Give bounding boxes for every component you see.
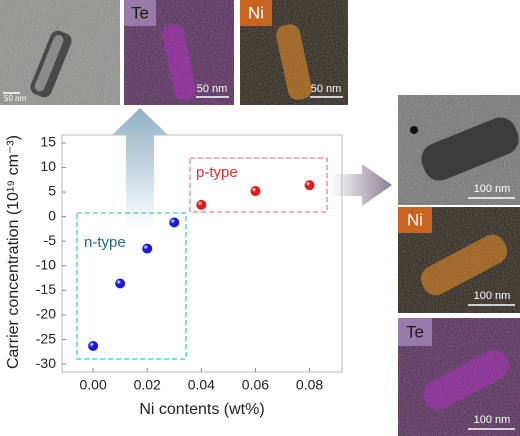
y-axis-label: Carrier concentration (10¹⁹ cm⁻³) — [5, 135, 22, 369]
scale-label: 100 nm — [474, 183, 511, 195]
x-tick-label: 0.08 — [296, 377, 323, 393]
x-tick-label: 0.06 — [242, 377, 269, 393]
tem-image: 100 nm — [398, 95, 520, 205]
x-axis-label: Ni contents (wt%) — [139, 401, 264, 418]
y-tick-label: 0 — [48, 207, 56, 223]
scale-label: 100 nm — [474, 414, 511, 426]
y-tick-label: -25 — [36, 330, 56, 346]
ni-map: Ni 50 nm — [240, 0, 348, 105]
plot: -30 -25 -20 -15 -10 -5 0 5 10 15 0.00 0.02 0.04 0.06 0… — [36, 134, 343, 393]
y-tick-label: 5 — [48, 183, 56, 199]
plot-frame — [61, 134, 343, 373]
y-tick-label: -15 — [36, 281, 56, 297]
data-point — [88, 340, 99, 351]
ni-map: Ni 100 nm — [398, 207, 520, 313]
x-tick-label: 0.02 — [134, 377, 161, 393]
te-map: Te 50 nm — [124, 0, 234, 105]
y-tick-label: 10 — [40, 158, 56, 174]
arrow — [112, 108, 168, 230]
y-tick-label: 15 — [40, 134, 56, 150]
element-label: Te — [131, 3, 149, 22]
scale-label: 50 nm — [311, 83, 342, 95]
y-tick-label: -30 — [36, 355, 56, 371]
element-label: Te — [406, 322, 424, 341]
y-tick-label: -20 — [36, 306, 56, 322]
y-tick-label: -10 — [36, 256, 56, 272]
data-point — [196, 199, 207, 210]
element-label: Ni — [248, 3, 264, 22]
p-type-box — [189, 157, 328, 213]
n-type-box — [76, 212, 187, 360]
x-tick-label: 0.00 — [79, 377, 106, 393]
arrow — [330, 164, 392, 206]
data-point — [115, 278, 126, 289]
annotation: p-type — [196, 164, 238, 181]
element-label: Ni — [407, 210, 423, 229]
scale-label: 100 nm — [474, 290, 511, 302]
tem-image: 50 nm — [0, 0, 120, 105]
te-map: Te 100 nm — [398, 318, 520, 436]
scale-label: 50 nm — [4, 94, 27, 103]
scale-label: 50 nm — [197, 83, 228, 95]
data-point — [142, 243, 153, 254]
data-point — [304, 180, 315, 191]
annotation: n-type — [84, 234, 126, 251]
data-point — [250, 186, 261, 197]
x-tick-label: 0.04 — [188, 377, 215, 393]
y-tick-label: -5 — [44, 232, 57, 248]
data-point — [169, 217, 180, 228]
